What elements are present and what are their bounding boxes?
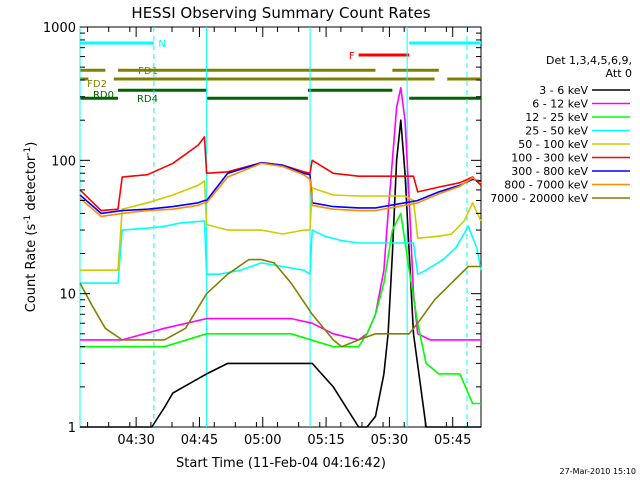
legend-title: Det 1,3,4,5,6,9, bbox=[546, 54, 632, 67]
flag-label: F bbox=[349, 51, 355, 62]
y-axis-label: Count Rate (s-1 detector-1) bbox=[23, 142, 39, 313]
x-axis-label: Start Time (11-Feb-04 04:16:42) bbox=[176, 456, 386, 471]
series-line bbox=[80, 180, 482, 272]
legend-entry-label: 12 - 25 keV bbox=[525, 111, 588, 124]
plot-frame bbox=[79, 26, 482, 428]
series-layer bbox=[79, 87, 482, 428]
legend-entry-label: 6 - 12 keV bbox=[532, 98, 588, 111]
timestamp-stamp: 27-Mar-2010 15:10 bbox=[560, 467, 637, 476]
legend-subtitle: Att 0 bbox=[606, 67, 632, 80]
x-tick-label: 05:15 bbox=[307, 433, 344, 448]
series-line bbox=[80, 220, 482, 284]
series-line bbox=[80, 212, 481, 405]
series-line bbox=[79, 136, 482, 212]
legend-entry-label: 7000 - 20000 keV bbox=[490, 192, 588, 205]
series-line bbox=[79, 162, 482, 218]
y-tick-label: 1000 bbox=[43, 21, 76, 36]
flag-label: FD2 bbox=[87, 79, 107, 90]
legend-entry-label: 50 - 100 keV bbox=[518, 138, 588, 151]
y-tick-label: 100 bbox=[51, 154, 76, 169]
legend-entry-label: 25 - 50 keV bbox=[525, 125, 588, 138]
y-axis-label-tail: detector bbox=[24, 155, 39, 215]
y-tick-label: 1 bbox=[68, 421, 76, 436]
flag-label: RD0 bbox=[93, 90, 114, 101]
flag-label: N bbox=[158, 39, 165, 50]
chart-title: HESSI Observing Summary Count Rates bbox=[131, 4, 430, 22]
series-line bbox=[80, 119, 481, 428]
legend-entry-label: 300 - 800 keV bbox=[511, 165, 588, 178]
legend-entry-label: 100 - 300 keV bbox=[511, 152, 588, 165]
y-tick-labels: 1 10 100 1000 bbox=[43, 21, 76, 436]
x-tick-labels: 04:30 04:45 05:00 05:15 05:30 05:45 bbox=[117, 433, 471, 448]
flag-label: RD4 bbox=[137, 94, 158, 105]
ticks-layer bbox=[80, 26, 481, 428]
x-tick-label: 05:30 bbox=[371, 433, 408, 448]
legend-entry-label: 800 - 7000 keV bbox=[504, 179, 588, 192]
series-line bbox=[79, 258, 481, 348]
y-axis-label-sup2: -1 bbox=[23, 147, 33, 156]
y-tick-label: 10 bbox=[59, 288, 76, 303]
series-line bbox=[79, 161, 482, 215]
y-axis-label-end: ) bbox=[24, 142, 39, 147]
x-tick-label: 04:45 bbox=[181, 433, 218, 448]
y-axis-label-main: Count Rate (s bbox=[24, 224, 39, 313]
series-line bbox=[80, 87, 481, 341]
y-axis-label-sup: -1 bbox=[23, 215, 33, 224]
x-tick-label: 05:00 bbox=[244, 433, 281, 448]
flag-label: FD1 bbox=[138, 66, 158, 77]
x-tick-label: 04:30 bbox=[117, 433, 154, 448]
legend-entry-label: 3 - 6 keV bbox=[539, 84, 588, 97]
vlines-layer bbox=[79, 27, 468, 427]
x-tick-label: 05:45 bbox=[434, 433, 471, 448]
